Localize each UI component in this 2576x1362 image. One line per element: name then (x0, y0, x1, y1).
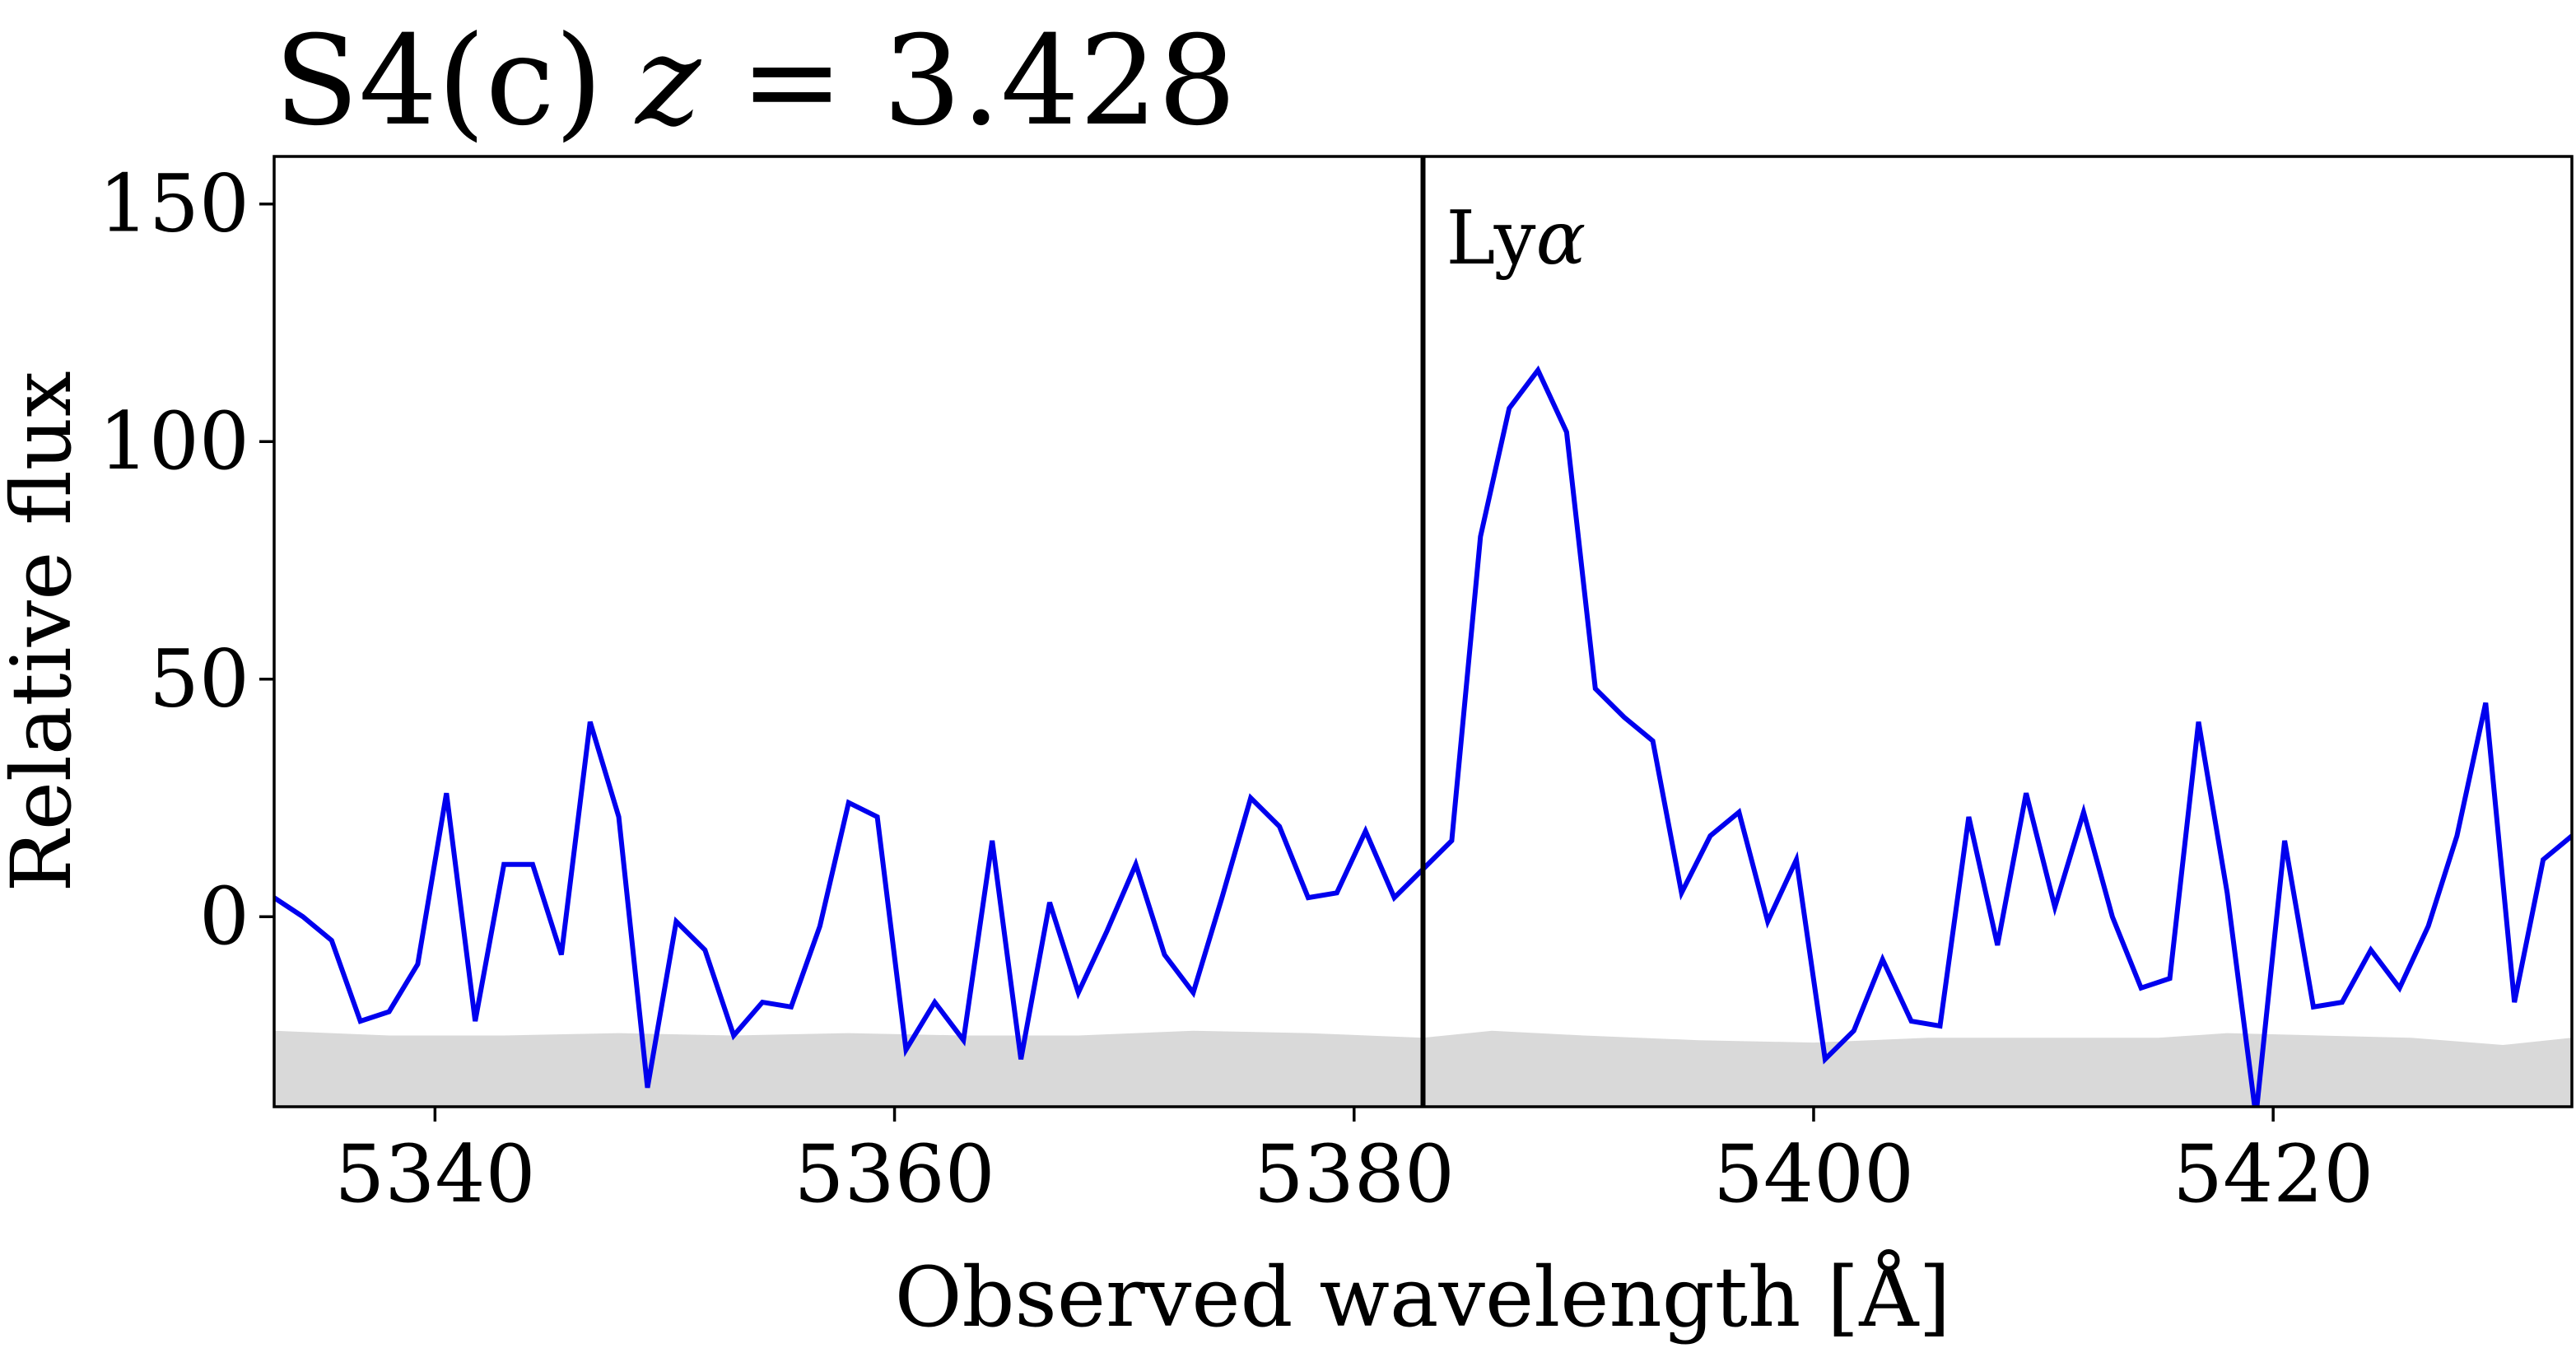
x-tick-label: 5420 (2173, 1128, 2373, 1220)
plot-content (274, 156, 2572, 1107)
plot-frame (273, 155, 2574, 1108)
chart-title: S4(c) z = 3.428 (274, 10, 1237, 153)
title-equals: = (701, 10, 883, 153)
title-value: 3.428 (883, 10, 1236, 153)
title-variable: z (634, 10, 701, 153)
y-tick-label: 150 (99, 158, 249, 250)
lya-annotation-greek: α (1536, 195, 1586, 282)
title-prefix: S4(c) (274, 10, 603, 153)
y-axis-ticks: 0 50 100 150 (99, 158, 274, 963)
x-tick-label: 5360 (794, 1128, 995, 1220)
x-tick-label: 5340 (334, 1128, 535, 1220)
y-tick-label: 0 (199, 870, 249, 963)
x-axis-ticks: 5340 5360 5380 5400 5420 (334, 1107, 2373, 1220)
lya-annotation: Lyα (1446, 195, 1586, 282)
y-tick-label: 100 (99, 395, 249, 487)
x-tick-label: 5400 (1713, 1128, 1914, 1220)
y-axis-label: Relative flux (0, 371, 90, 892)
lya-annotation-base: Ly (1446, 195, 1536, 282)
x-tick-label: 5380 (1254, 1128, 1455, 1220)
x-axis-label: Observed wavelength [Å] (895, 1249, 1951, 1346)
y-tick-label: 50 (149, 633, 249, 725)
